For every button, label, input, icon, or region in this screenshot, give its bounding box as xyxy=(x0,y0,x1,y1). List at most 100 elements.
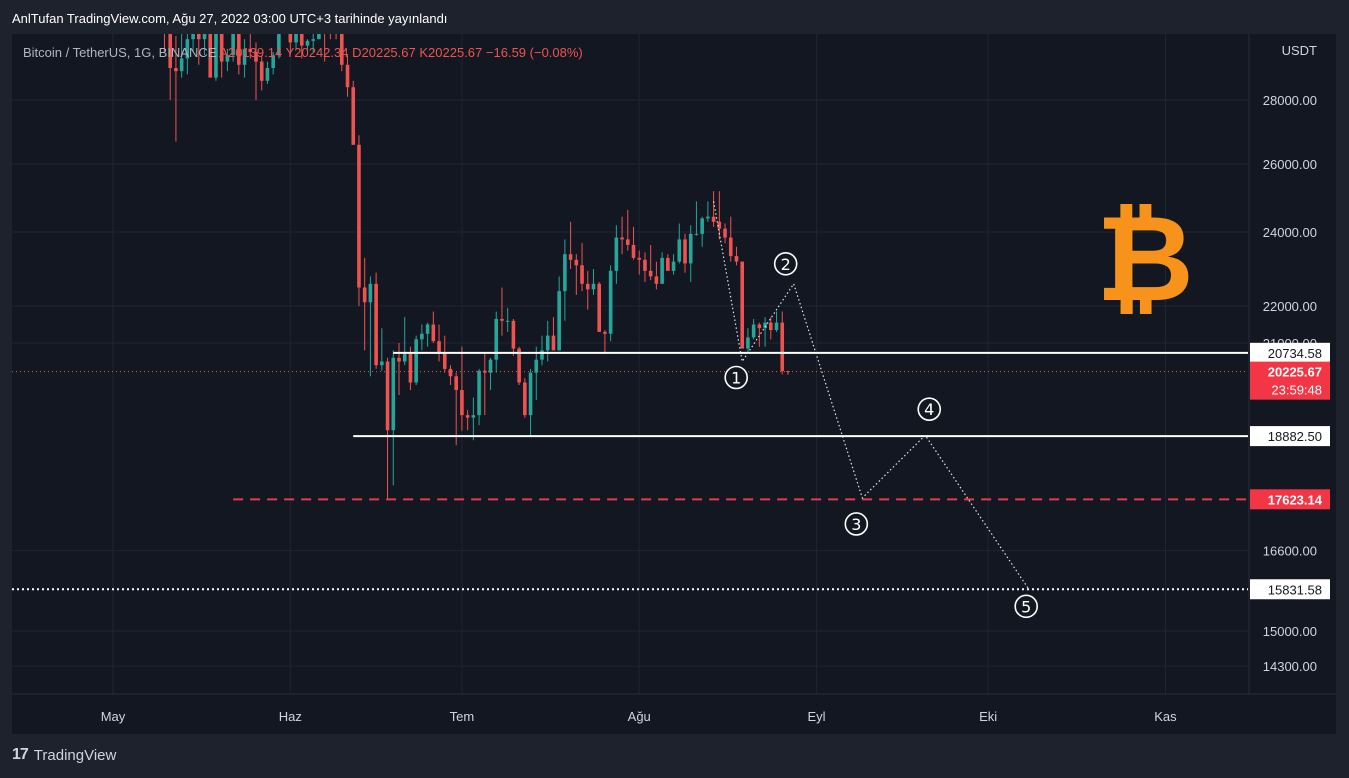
candle-body xyxy=(214,34,218,78)
candle-body xyxy=(277,34,281,56)
candle-body xyxy=(511,320,516,349)
candle-body xyxy=(523,382,527,416)
candle-body xyxy=(351,87,356,145)
wave-label-text: 4 xyxy=(924,400,934,419)
candle-body xyxy=(391,357,396,431)
candle-body xyxy=(288,34,293,43)
candle-body xyxy=(231,34,235,56)
candle-body xyxy=(425,324,430,334)
candle-body xyxy=(420,333,424,340)
price-chart[interactable]: 1 2 3 4 5 May Haz Tem Ağu Eyl Eki Kas 28000.00 26000… xyxy=(12,34,1336,734)
countdown-label: 23:59:48 xyxy=(1271,383,1322,398)
candle-body xyxy=(179,58,184,72)
x-tick-label: Tem xyxy=(450,709,475,724)
candle-body xyxy=(534,359,539,373)
candle-body xyxy=(751,324,756,338)
candle-body xyxy=(746,337,750,349)
candle-body xyxy=(688,233,693,264)
candle-body xyxy=(671,261,676,271)
wave-label-text: 3 xyxy=(851,515,861,534)
candle-body xyxy=(311,39,315,41)
candle-body xyxy=(197,34,201,40)
candle-body xyxy=(185,39,190,59)
symbol-label: Bitcoin / TetherUS, 1G, BINANCE xyxy=(23,45,217,60)
candle-body xyxy=(408,354,413,383)
legend-high: Y20242.34 xyxy=(285,45,349,60)
x-tick-label: Eyl xyxy=(808,709,826,724)
candle-body xyxy=(580,265,584,284)
candle-body xyxy=(717,221,722,229)
chart-legend: Bitcoin / TetherUS, 1G, BINANCE A20139.1… xyxy=(23,45,583,60)
x-tick-label: Ağu xyxy=(628,709,651,724)
level-label: 17623.14 xyxy=(1268,492,1323,507)
candle-body xyxy=(225,55,230,62)
candle-body xyxy=(442,352,447,369)
candle-body xyxy=(414,339,418,383)
candle-body xyxy=(551,335,556,351)
candle-body xyxy=(437,341,441,353)
x-tick-label: Haz xyxy=(279,709,302,724)
candle-body xyxy=(402,354,407,362)
candle-body xyxy=(786,371,790,373)
candle-body xyxy=(637,257,642,260)
candle-body xyxy=(728,237,733,257)
candle-body xyxy=(385,361,390,431)
candle-body xyxy=(317,34,321,40)
legend-close: K20225.67 xyxy=(419,45,483,60)
candle-body xyxy=(368,283,373,303)
candle-body xyxy=(763,322,767,329)
y-tick-label: 22000.00 xyxy=(1263,299,1317,314)
wave-label-circle xyxy=(844,512,869,536)
candle-body xyxy=(219,34,224,62)
candle-body xyxy=(683,239,687,264)
candle-body xyxy=(574,259,579,266)
candle-body xyxy=(265,68,270,81)
x-tick-label: Kas xyxy=(1154,709,1177,724)
wave-label-text: 2 xyxy=(781,255,791,274)
candle-body xyxy=(723,228,727,238)
candle-body xyxy=(271,55,275,68)
candle-body xyxy=(237,34,241,65)
y-tick-label: 14300.00 xyxy=(1263,659,1317,674)
candle-body xyxy=(774,322,779,331)
candle-body xyxy=(191,34,195,40)
candle-body xyxy=(500,318,504,321)
wave-label-text: 5 xyxy=(1021,597,1031,616)
candle-body xyxy=(208,34,213,78)
candle-body xyxy=(585,283,590,290)
candle-body xyxy=(460,390,464,416)
candle-body xyxy=(517,348,521,383)
candle-body xyxy=(454,376,458,391)
candle-body xyxy=(780,322,785,372)
level-label: 18882.50 xyxy=(1268,429,1322,444)
wave-label-circle xyxy=(724,365,749,390)
footer-brand[interactable]: 17 TradingView xyxy=(12,746,116,764)
y-tick-label: 28000.00 xyxy=(1263,93,1317,108)
candle-body xyxy=(654,276,659,284)
candle-body xyxy=(202,34,207,40)
candle-body xyxy=(397,357,401,362)
candle-body xyxy=(477,370,481,416)
candle-body xyxy=(740,261,744,349)
candle-body xyxy=(294,34,298,43)
candle-body xyxy=(528,372,533,416)
chart-panel[interactable]: 1 2 3 4 5 May Haz Tem Ağu Eyl Eki Kas 28000.00 26000… xyxy=(12,34,1336,734)
candle-body xyxy=(643,259,647,271)
candle-body xyxy=(734,256,739,262)
candle-body xyxy=(168,34,172,68)
candle-body xyxy=(769,322,773,331)
level-label-box xyxy=(1250,426,1330,447)
candle-body xyxy=(757,324,762,329)
wave-label-circle xyxy=(1014,594,1039,619)
currency-label: USDT xyxy=(1282,43,1317,58)
candle-body xyxy=(545,335,550,351)
candle-body xyxy=(694,233,699,235)
candle-body xyxy=(465,415,470,418)
level-label-box xyxy=(1250,579,1330,600)
candle-body xyxy=(488,359,493,373)
level-label-box xyxy=(1250,342,1330,363)
candle-body xyxy=(648,270,653,277)
candle-body xyxy=(471,415,476,418)
candle-body xyxy=(631,244,636,258)
candle-body xyxy=(448,368,453,377)
